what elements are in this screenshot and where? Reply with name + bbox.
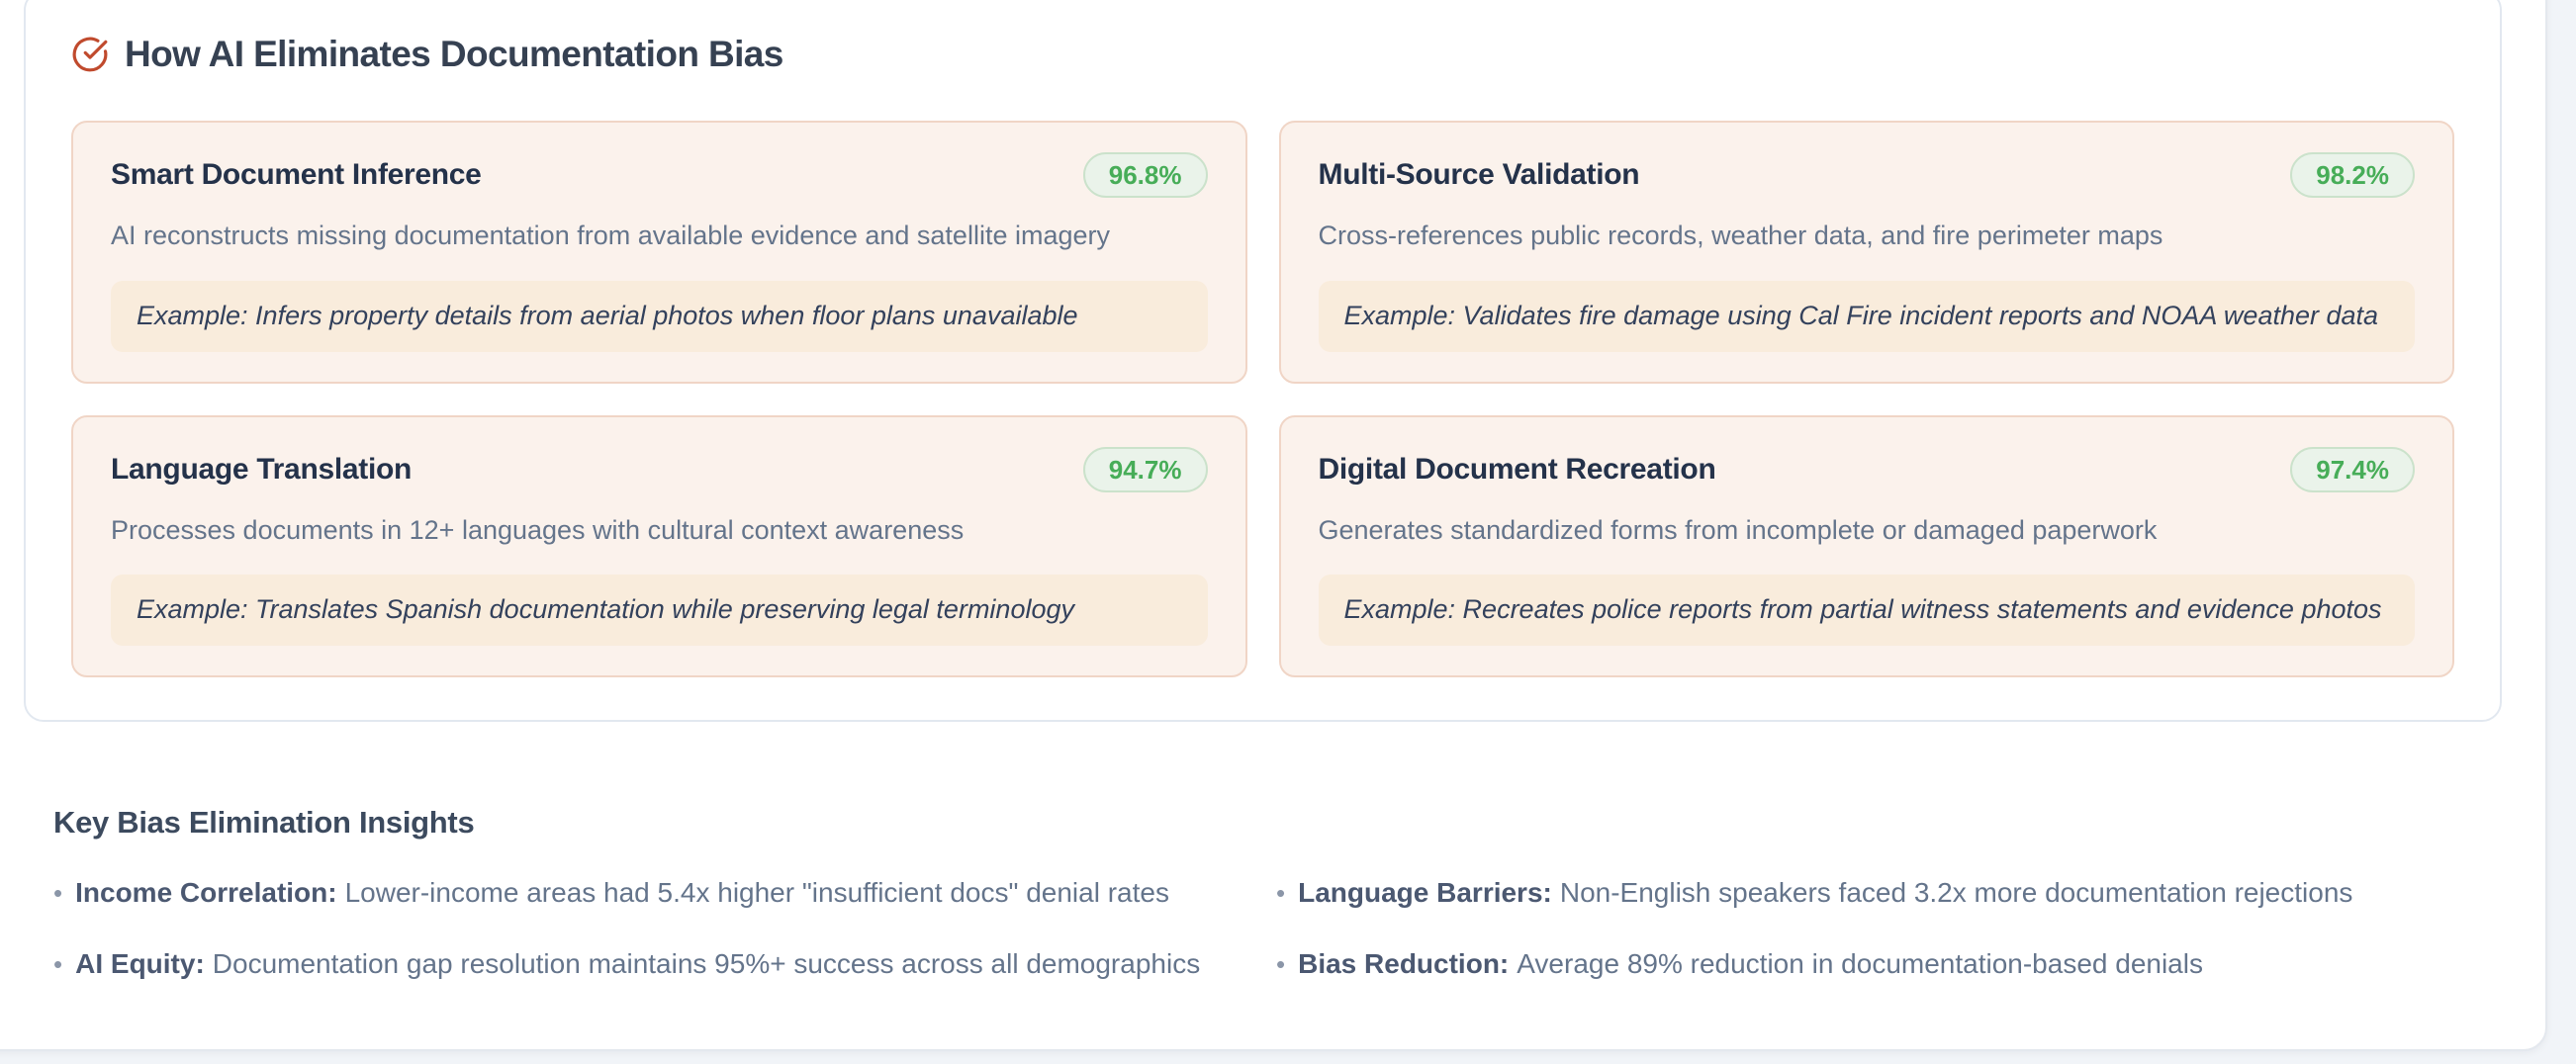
ai-methods-card: How AI Eliminates Documentation Bias Sma… [24, 0, 2502, 722]
method-description: AI reconstructs missing documentation fr… [111, 221, 1110, 250]
insight-income-correlation: • Income Correlation: Lower-income areas … [53, 874, 1237, 912]
insight-label: Bias Reduction: [1298, 947, 1510, 979]
method-example: Example: Infers property details from ae… [111, 280, 1208, 352]
method-card-header: Smart Document Inference 96.8% [111, 152, 1208, 198]
methods-grid: Smart Document Inference 96.8% AI recons… [71, 121, 2454, 678]
accuracy-badge: 97.4% [2290, 446, 2415, 492]
method-card-header: Multi-Source Validation 98.2% [1318, 152, 2415, 198]
method-example: Example: Validates fire damage using Cal… [1318, 280, 2415, 352]
method-card-digital-document-recreation: Digital Document Recreation 97.4% Genera… [1278, 414, 2454, 678]
accuracy-badge: 98.2% [2290, 152, 2415, 198]
method-description: Processes documents in 12+ languages wit… [111, 514, 965, 545]
insight-body: Non-English speakers faced 3.2x more doc… [1559, 877, 2353, 908]
accuracy-badge: 94.7% [1082, 446, 1208, 492]
insight-body: Documentation gap resolution maintains 9… [212, 947, 1201, 979]
method-example: Example: Translates Spanish documentatio… [111, 575, 1208, 647]
bullet-dot: • [1276, 878, 1286, 908]
method-title: Smart Document Inference [111, 158, 482, 191]
method-card-multi-source-validation: Multi-Source Validation 98.2% Cross-refe… [1278, 121, 2454, 384]
bullet-dot: • [53, 878, 63, 908]
method-card-language-translation: Language Translation 94.7% Processes doc… [71, 414, 1247, 678]
insight-text: AI Equity: Documentation gap resolution m… [75, 945, 1200, 983]
method-description: Cross-references public records, weather… [1318, 221, 2163, 250]
insights-heading: Key Bias Elimination Insights [53, 805, 475, 840]
insights-section: Key Bias Elimination Insights • Income C… [53, 805, 2459, 983]
insight-ai-equity: • AI Equity: Documentation gap resolution… [53, 945, 1237, 983]
method-example: Example: Recreates police reports from p… [1318, 575, 2415, 647]
bullet-dot: • [1276, 948, 1286, 979]
bullet-dot: • [53, 948, 63, 979]
insight-text: Language Barriers: Non-English speakers f… [1298, 874, 2352, 912]
check-circle-icon [71, 36, 109, 73]
method-card-header: Digital Document Recreation 97.4% [1318, 446, 2415, 492]
insight-body: Lower-income areas had 5.4x higher "insu… [344, 877, 1169, 908]
insight-label: AI Equity: [75, 947, 205, 979]
insight-body: Average 89% reduction in documentation-b… [1517, 947, 2203, 979]
method-title: Digital Document Recreation [1318, 452, 1716, 486]
insight-text: Income Correlation: Lower-income areas ha… [75, 874, 1169, 912]
insight-label: Income Correlation: [75, 877, 337, 908]
section-header: How AI Eliminates Documentation Bias [71, 34, 2454, 75]
accuracy-badge: 96.8% [1082, 152, 1208, 198]
content-panel: How AI Eliminates Documentation Bias Sma… [0, 0, 2547, 1051]
insight-text: Bias Reduction: Average 89% reduction in … [1298, 945, 2203, 983]
section-title: How AI Eliminates Documentation Bias [125, 34, 783, 74]
insight-bias-reduction: • Bias Reduction: Average 89% reduction i… [1276, 945, 2459, 983]
method-card-smart-document-inference: Smart Document Inference 96.8% AI recons… [71, 121, 1247, 384]
method-title: Language Translation [111, 452, 413, 486]
insight-language-barriers: • Language Barriers: Non-English speakers… [1276, 874, 2459, 912]
insights-grid: • Income Correlation: Lower-income areas … [53, 874, 2459, 983]
insight-label: Language Barriers: [1298, 877, 1552, 908]
method-description: Generates standardized forms from incomp… [1318, 514, 2158, 545]
method-title: Multi-Source Validation [1318, 158, 1640, 191]
method-card-header: Language Translation 94.7% [111, 446, 1208, 492]
